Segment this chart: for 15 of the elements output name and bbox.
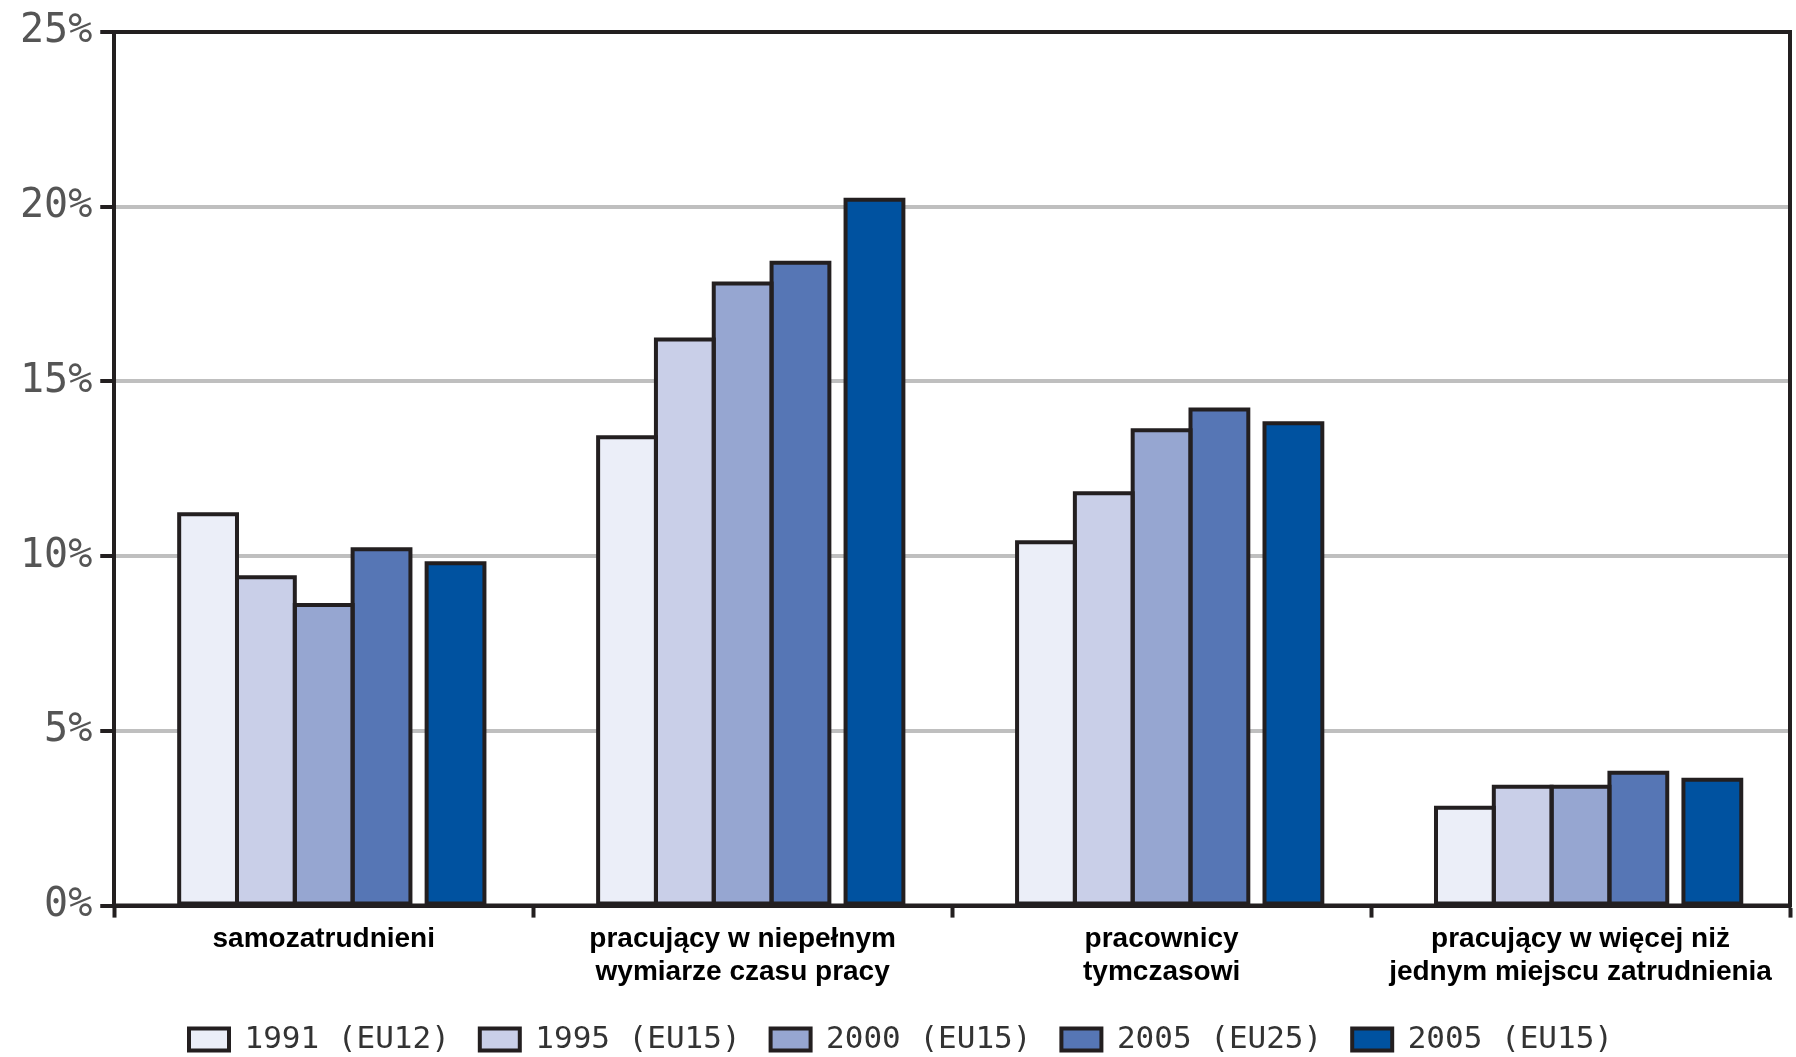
y-tick-label: 15% [20, 354, 93, 401]
legend-label: 2005 (EU25) [1116, 1018, 1323, 1055]
x-tick-label: pracujący w więcej niż jednym miejscu zatrudnienia [1388, 922, 1773, 986]
y-tick-label: 10% [20, 529, 93, 576]
legend-label: 1991 (EU12) [244, 1018, 450, 1055]
y-tick-label: 20% [20, 180, 93, 227]
legend-label: 2005 (EU15) [1407, 1018, 1614, 1055]
legend-label: 2000 (EU15) [826, 1018, 1032, 1055]
legend-label: 1995 (EU15) [535, 1018, 741, 1055]
y-tick-label: 5% [44, 704, 93, 751]
x-tick-label: samozatrudnieni [212, 922, 435, 954]
x-tick-label: pracownicy tymczasowi [1083, 922, 1241, 986]
x-tick-label: pracujący w niepełnym wymiarze czasu pracy [589, 922, 896, 986]
y-tick-label: 0% [44, 878, 93, 925]
y-tick-label: 25% [20, 5, 93, 52]
